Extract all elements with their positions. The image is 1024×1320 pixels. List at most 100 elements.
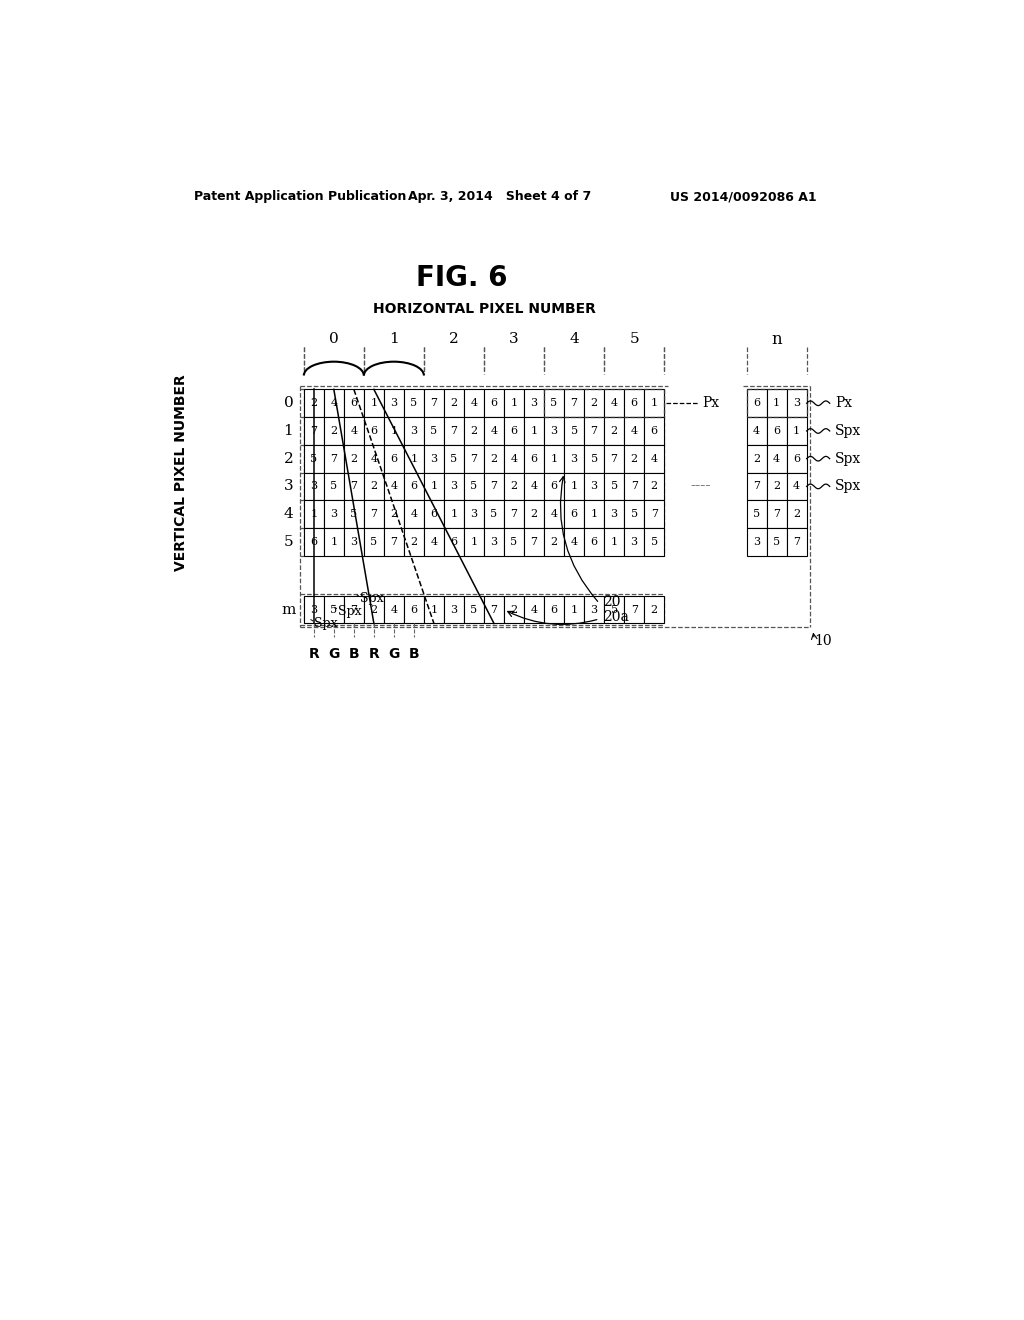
Text: Spx: Spx <box>313 616 338 630</box>
Text: 3: 3 <box>331 510 337 519</box>
Bar <box>644 500 665 528</box>
Bar <box>424 500 444 528</box>
Text: 5: 5 <box>451 454 458 463</box>
Text: 5: 5 <box>610 605 617 615</box>
Text: 4: 4 <box>284 507 293 521</box>
Text: 4: 4 <box>350 426 357 436</box>
Text: 6: 6 <box>390 454 397 463</box>
Text: 7: 7 <box>350 482 357 491</box>
Bar <box>584 528 604 556</box>
Bar <box>584 595 604 623</box>
Text: 5: 5 <box>350 510 357 519</box>
Bar <box>786 528 807 556</box>
Text: 2: 2 <box>371 482 378 491</box>
Bar <box>584 500 604 528</box>
Text: 2: 2 <box>610 426 617 436</box>
Text: 4: 4 <box>470 399 477 408</box>
Bar <box>364 445 384 473</box>
Bar <box>746 528 767 556</box>
Bar <box>544 473 564 500</box>
Bar <box>524 528 544 556</box>
Text: 1: 1 <box>570 482 578 491</box>
Bar <box>786 473 807 500</box>
Bar <box>384 595 403 623</box>
Bar <box>464 595 484 623</box>
Text: 2: 2 <box>631 454 638 463</box>
Bar <box>564 473 584 500</box>
Text: 1: 1 <box>371 399 378 408</box>
Bar <box>403 595 424 623</box>
Text: 1: 1 <box>510 399 517 408</box>
Text: 4: 4 <box>490 426 498 436</box>
Bar <box>584 389 604 417</box>
Text: 6: 6 <box>411 482 418 491</box>
Bar <box>484 500 504 528</box>
Text: m: m <box>282 603 296 616</box>
Text: 4: 4 <box>530 605 538 615</box>
Bar <box>625 417 644 445</box>
Bar <box>544 389 564 417</box>
Bar <box>625 445 644 473</box>
Text: 7: 7 <box>794 537 800 546</box>
Bar <box>304 528 324 556</box>
Text: 1: 1 <box>331 537 337 546</box>
Text: 5: 5 <box>551 399 558 408</box>
Text: 2: 2 <box>451 399 458 408</box>
Text: 1: 1 <box>793 426 800 436</box>
Bar <box>444 417 464 445</box>
Text: 2: 2 <box>650 482 657 491</box>
Text: 2: 2 <box>371 605 378 615</box>
Text: 5: 5 <box>470 482 477 491</box>
Text: 5: 5 <box>631 510 638 519</box>
Text: 6: 6 <box>310 537 317 546</box>
Text: 7: 7 <box>773 510 780 519</box>
Text: 2: 2 <box>284 451 293 466</box>
Text: B: B <box>409 647 419 660</box>
Bar <box>644 389 665 417</box>
Bar <box>424 473 444 500</box>
Bar <box>424 417 444 445</box>
Bar <box>324 417 344 445</box>
Text: 3: 3 <box>310 482 317 491</box>
Text: 3: 3 <box>631 537 638 546</box>
Bar <box>384 445 403 473</box>
Text: 1: 1 <box>411 454 418 463</box>
Bar <box>767 528 786 556</box>
Text: 6: 6 <box>631 399 638 408</box>
Bar <box>364 595 384 623</box>
Text: 3: 3 <box>350 537 357 546</box>
Text: 2: 2 <box>310 399 317 408</box>
Text: 6: 6 <box>570 510 578 519</box>
Bar <box>504 528 524 556</box>
Bar <box>304 473 324 500</box>
Bar <box>504 389 524 417</box>
Bar <box>424 595 444 623</box>
Bar <box>324 595 344 623</box>
Bar <box>484 473 504 500</box>
Text: 1: 1 <box>390 426 397 436</box>
Bar <box>504 473 524 500</box>
Bar <box>384 417 403 445</box>
Bar <box>424 445 444 473</box>
Text: 2: 2 <box>510 605 517 615</box>
Text: 7: 7 <box>331 454 337 463</box>
Text: 6: 6 <box>510 426 517 436</box>
Bar <box>444 595 464 623</box>
Text: 7: 7 <box>650 510 657 519</box>
Text: FIG. 6: FIG. 6 <box>416 264 508 292</box>
Bar <box>584 473 604 500</box>
Bar <box>324 473 344 500</box>
Text: 3: 3 <box>591 482 598 491</box>
Text: 2: 2 <box>390 510 397 519</box>
Bar <box>344 445 364 473</box>
Text: 5: 5 <box>430 426 437 436</box>
Bar <box>767 445 786 473</box>
Bar <box>504 500 524 528</box>
Bar <box>484 595 504 623</box>
Text: 6: 6 <box>371 426 378 436</box>
Text: R: R <box>369 647 379 660</box>
Bar <box>644 473 665 500</box>
Text: 1: 1 <box>551 454 558 463</box>
Bar <box>564 500 584 528</box>
Bar <box>444 473 464 500</box>
